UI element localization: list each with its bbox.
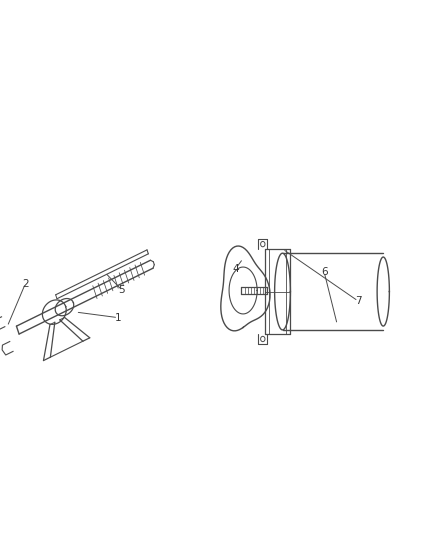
Text: 5: 5	[118, 285, 125, 295]
Text: 2: 2	[22, 279, 29, 288]
Text: 4: 4	[232, 264, 239, 273]
Text: 7: 7	[355, 296, 362, 306]
Text: 6: 6	[321, 267, 328, 277]
Text: 1: 1	[115, 313, 122, 322]
